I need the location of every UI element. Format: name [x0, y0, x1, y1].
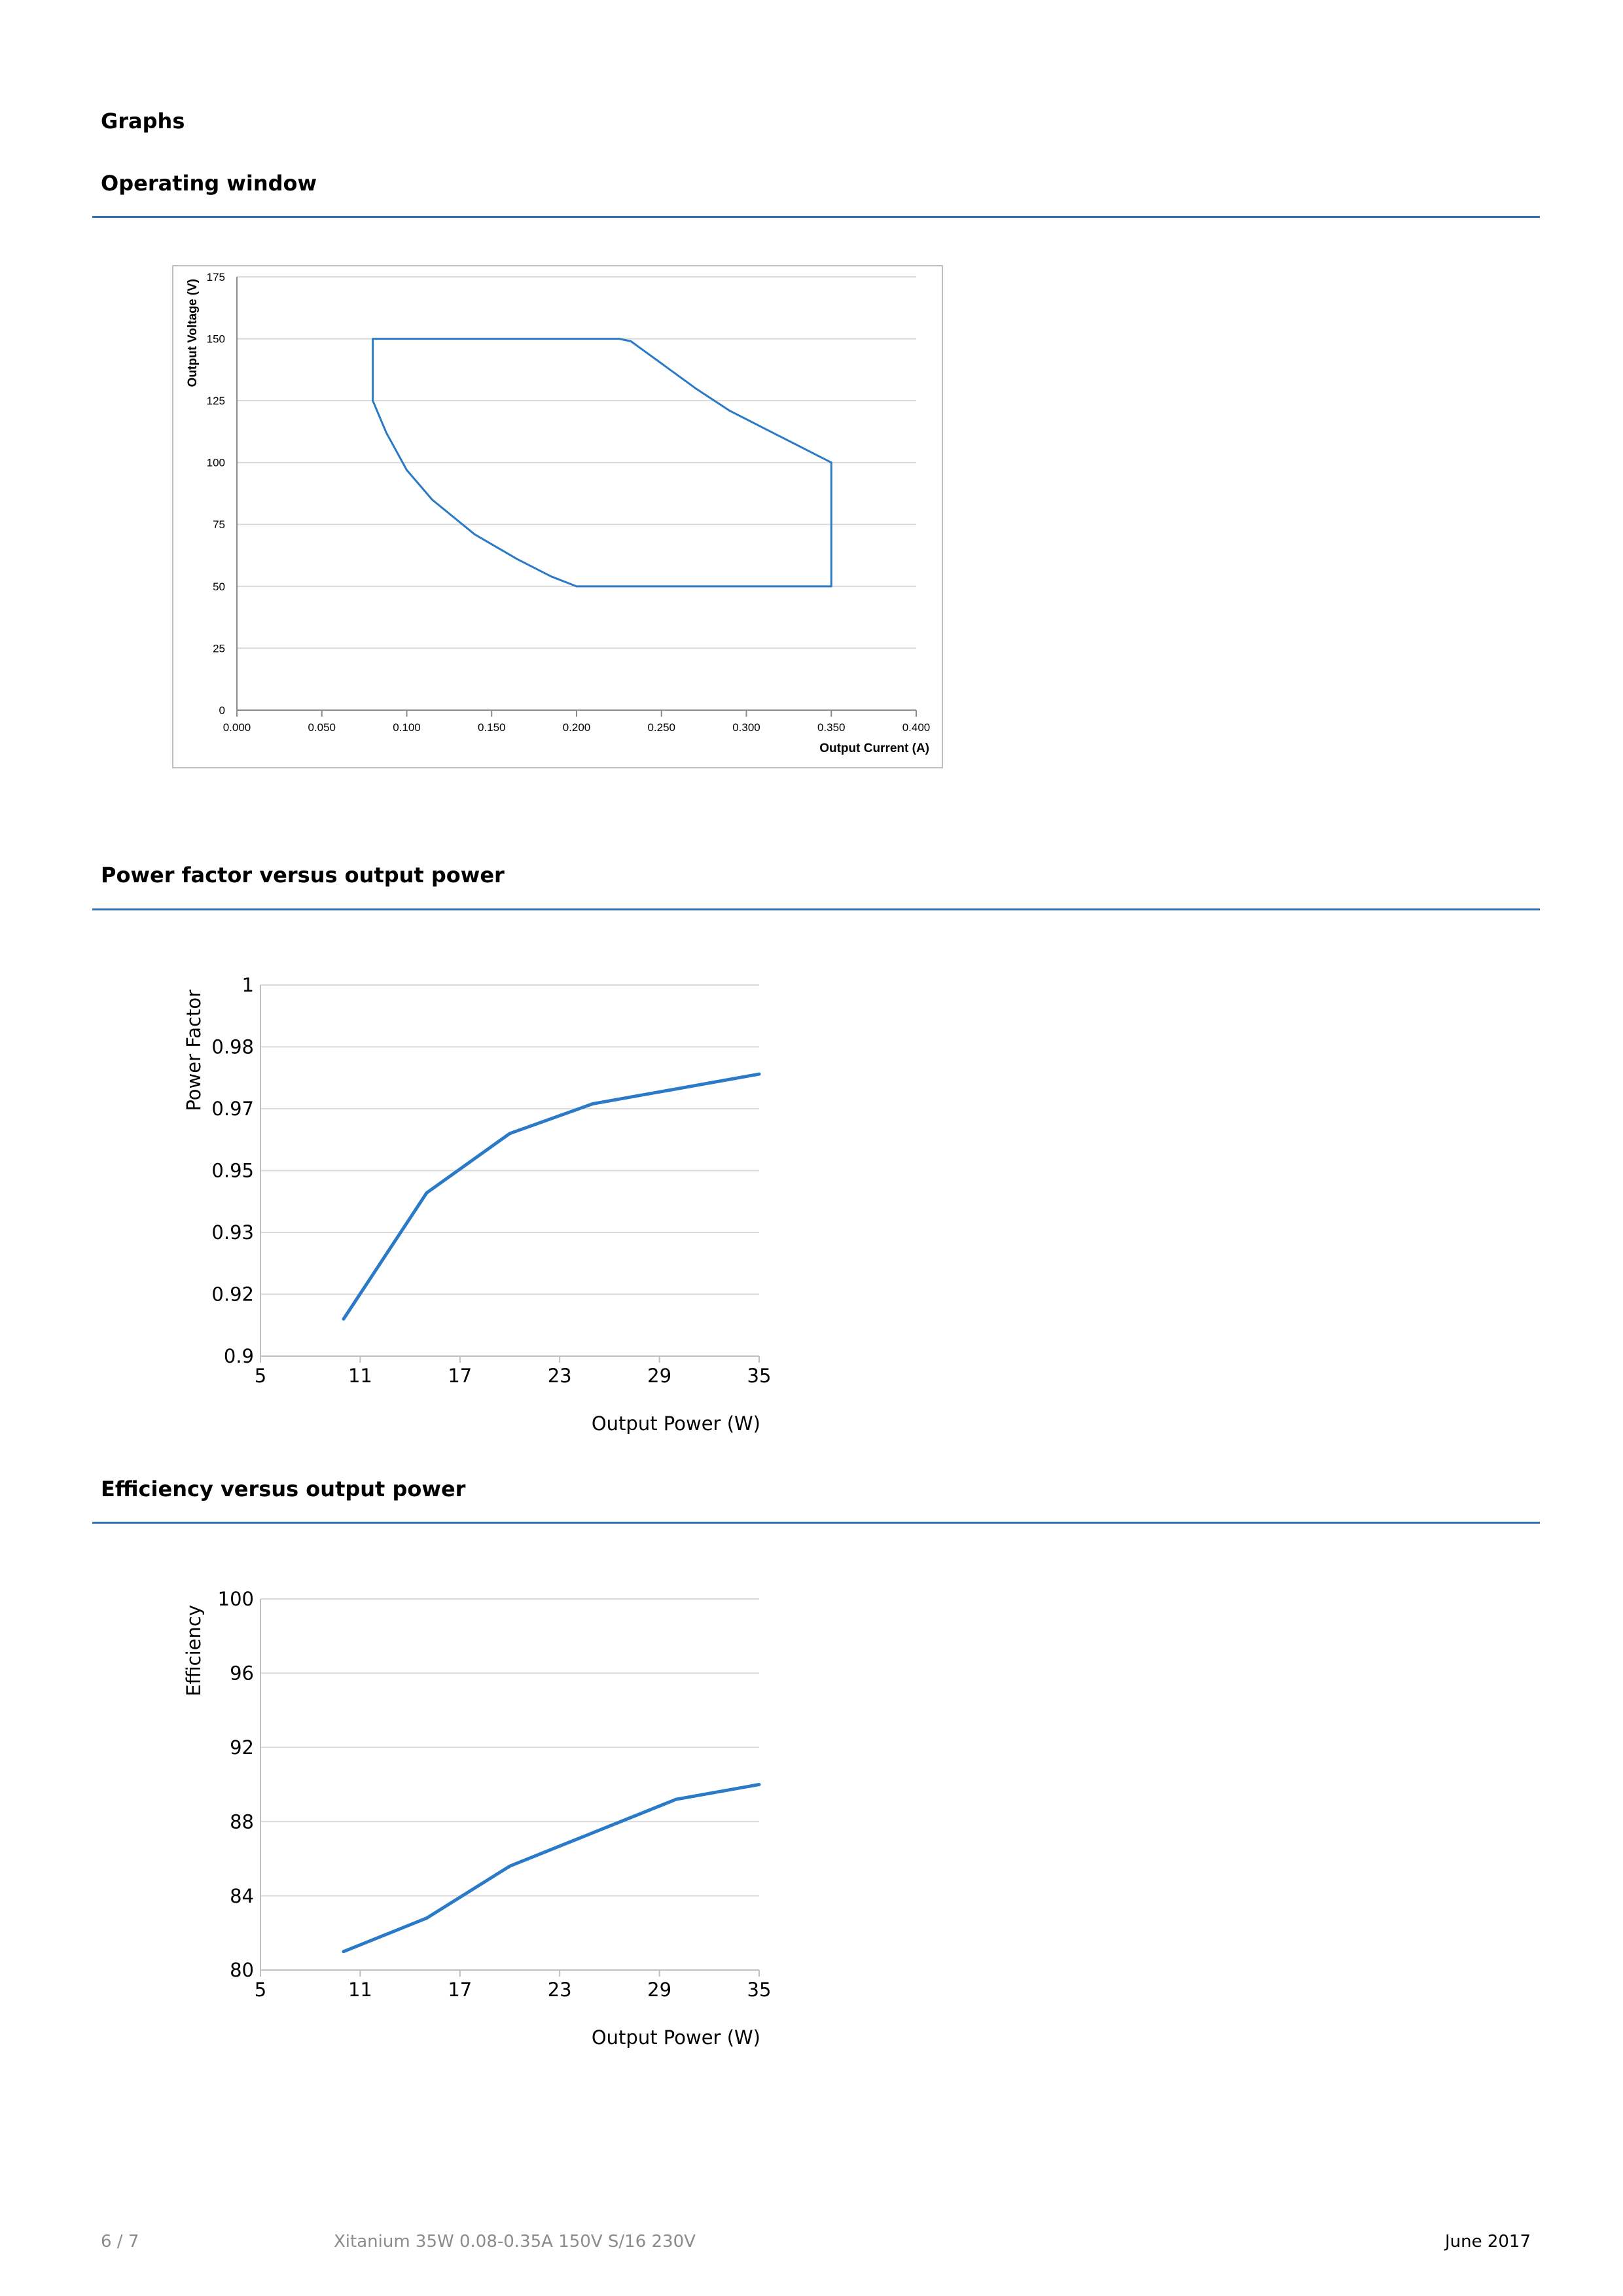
section-title-power-factor: Power factor versus output power	[101, 863, 505, 888]
x-axis-title: Output Current (A)	[819, 742, 929, 755]
y-tick-label: 88	[230, 1810, 254, 1833]
y-tick-label: 96	[230, 1662, 254, 1685]
y-tick-label: 80	[230, 1959, 254, 1981]
y-tick-label: 0.97	[211, 1098, 254, 1120]
section-title-operating-window: Operating window	[101, 171, 317, 196]
x-tick-label: 35	[747, 1365, 772, 1387]
x-tick-label: 11	[348, 1979, 372, 2001]
x-tick-label: 0.200	[563, 721, 591, 734]
y-tick-label: 0.92	[211, 1283, 254, 1306]
x-tick-label: 0.250	[647, 721, 675, 734]
x-tick-label: 0.050	[308, 721, 336, 734]
x-tick-label: 5	[255, 1979, 266, 2001]
x-tick-label: 0.300	[732, 721, 760, 734]
y-tick-label: 0.95	[211, 1160, 254, 1182]
section-title-efficiency: Efficiency versus output power	[101, 1477, 466, 1501]
series-line	[342, 1072, 761, 1321]
x-tick-label: 0.400	[902, 721, 931, 734]
y-tick-label: 150	[207, 333, 225, 346]
y-tick-label: 0.98	[211, 1036, 254, 1058]
x-tick-label: 0.000	[223, 721, 251, 734]
x-tick-label: 5	[255, 1365, 266, 1387]
footer-product-name: Xitanium 35W 0.08-0.35A 150V S/16 230V	[334, 2232, 696, 2251]
x-tick-label: 29	[647, 1365, 671, 1387]
y-tick-label: 75	[213, 518, 225, 531]
x-axis-title: Output Power (W)	[592, 2026, 760, 2049]
section-rule	[92, 908, 1540, 910]
footer-page-number: 6 / 7	[101, 2232, 139, 2251]
x-tick-label: 29	[647, 1979, 671, 2001]
y-axis-title: Efficiency	[183, 1605, 205, 1696]
page-heading: Graphs	[101, 109, 185, 134]
y-tick-label: 125	[207, 395, 225, 407]
x-tick-label: 23	[548, 1979, 572, 2001]
section-rule	[92, 1522, 1540, 1524]
x-tick-label: 17	[448, 1365, 472, 1387]
x-tick-label: 0.150	[478, 721, 506, 734]
y-axis-title: Power Factor	[183, 990, 205, 1111]
x-tick-label: 0.100	[393, 721, 421, 734]
footer-date: June 2017	[1444, 2232, 1531, 2251]
y-tick-label: 1	[242, 974, 254, 996]
section-rule	[92, 216, 1540, 218]
y-tick-label: 0	[219, 704, 225, 717]
y-tick-label: 100	[207, 457, 225, 469]
x-tick-label: 0.350	[817, 721, 846, 734]
x-tick-label: 35	[747, 1979, 772, 2001]
x-tick-label: 17	[448, 1979, 472, 2001]
y-tick-label: 50	[213, 581, 225, 593]
x-tick-label: 23	[548, 1365, 572, 1387]
chart-frame	[172, 265, 943, 768]
y-tick-label: 0.93	[211, 1221, 254, 1244]
y-tick-label: 84	[230, 1885, 254, 1907]
x-tick-label: 11	[348, 1365, 372, 1387]
y-tick-label: 0.9	[224, 1345, 254, 1367]
series-line	[372, 338, 832, 588]
y-tick-label: 100	[218, 1588, 254, 1610]
x-axis-title: Output Power (W)	[592, 1412, 760, 1435]
y-tick-label: 25	[213, 642, 225, 655]
y-tick-label: 175	[207, 271, 225, 283]
y-axis-title: Output Voltage (V)	[186, 279, 200, 387]
y-tick-label: 92	[230, 1736, 254, 1759]
series-line	[342, 1783, 761, 1954]
